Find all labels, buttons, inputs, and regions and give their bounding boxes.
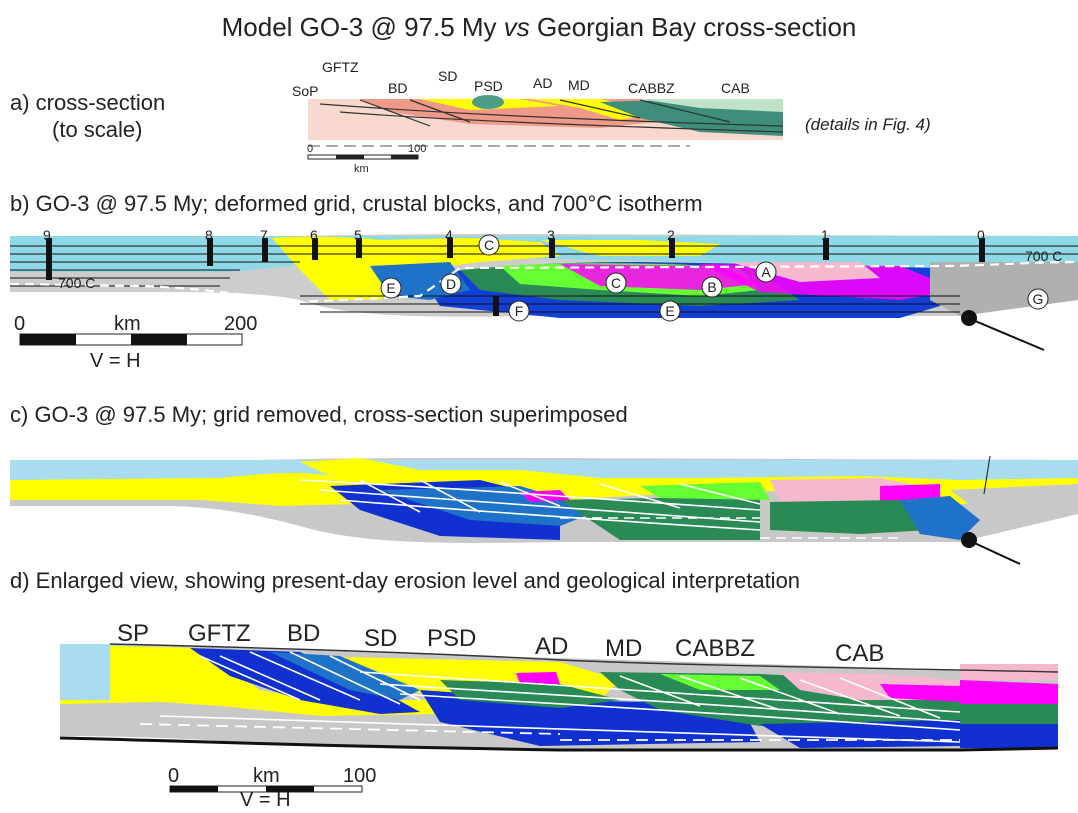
panel-a-scale-unit: km: [354, 163, 369, 175]
zone-label-cab: CAB: [721, 80, 750, 96]
column-number-4: 4: [445, 227, 453, 243]
panel-b-scale-end: 200: [224, 313, 257, 335]
block-f: F: [515, 303, 524, 319]
panel-d-scale-ratio: V = H: [240, 789, 291, 808]
isotherm-label-right: 700 C: [1025, 248, 1062, 264]
block-d: D: [446, 276, 456, 292]
panel-d-scale-bar: 0 km 100 V = H: [168, 765, 376, 811]
column-number-9: 9: [43, 227, 51, 243]
panel-d-model: [59, 643, 1059, 752]
zone-label-d-cab: CAB: [835, 640, 884, 667]
panel-b-column-markers: [46, 238, 985, 316]
panel-d-zone-labels: SP GFTZ BD SD PSD AD MD CABBZ CAB: [117, 620, 884, 667]
zone-label-sd: SD: [438, 68, 457, 84]
zone-label-sp: SP: [117, 620, 149, 647]
panel-b-scale-unit: km: [114, 313, 141, 335]
panel-d-label: d) Enlarged view, showing present-day er…: [10, 568, 800, 593]
panel-d-scale-end: 100: [343, 765, 376, 787]
column-number-5: 5: [354, 227, 362, 243]
panel-a-scale-start: 0: [307, 143, 313, 155]
block-g: G: [1033, 291, 1044, 307]
panel-a-note: (details in Fig. 4): [805, 115, 931, 134]
panel-b-scale-ratio: V = H: [90, 350, 141, 372]
zone-label-psd: PSD: [474, 78, 503, 94]
panel-b-model: [9, 234, 1078, 351]
zone-label-d-sd: SD: [364, 625, 397, 652]
column-number-6: 6: [310, 227, 318, 243]
block-e-left: E: [386, 280, 395, 296]
panel-b-block-markers: A B C C D E E F G: [380, 234, 1049, 322]
block-c-lower: C: [611, 275, 621, 291]
block-c-upper: C: [484, 237, 494, 253]
panel-a-scale-bar: 0 km 100: [307, 143, 426, 175]
column-number-0: 0: [977, 227, 985, 243]
column-number-8: 8: [205, 227, 213, 243]
zone-label-d-gftz: GFTZ: [188, 620, 251, 647]
figure-title: Model GO-3 @ 97.5 My vs Georgian Bay cro…: [222, 12, 857, 42]
panel-b-scale-start: 0: [14, 313, 25, 335]
panel-b-label: b) GO-3 @ 97.5 My; deformed grid, crusta…: [10, 191, 703, 216]
zone-label-md: MD: [568, 77, 590, 93]
panel-c-label: c) GO-3 @ 97.5 My; grid removed, cross-s…: [10, 402, 628, 427]
zone-label-ad: AD: [533, 75, 552, 91]
panel-c-model: [10, 455, 1078, 565]
zone-label-d-cabbz: CABBZ: [675, 635, 755, 662]
column-number-2: 2: [667, 227, 675, 243]
zone-label-d-ad: AD: [535, 633, 568, 660]
block-a: A: [761, 264, 771, 280]
panel-d-scale-unit: km: [253, 765, 280, 787]
panel-a-section: [308, 95, 784, 147]
zone-label-cabbz: CABBZ: [628, 80, 675, 96]
block-e-right: E: [665, 303, 674, 319]
panel-b-column-numbers: 9 8 7 6 5 4 3 2 1 0: [43, 227, 985, 243]
block-b: B: [707, 279, 716, 295]
zone-label-sop: SoP: [292, 83, 318, 99]
panel-d-scale-start: 0: [168, 765, 179, 787]
panel-b-scale-bar: 0 km 200 V = H: [14, 313, 257, 372]
column-number-1: 1: [821, 227, 829, 243]
zone-label-bd: BD: [388, 80, 407, 96]
column-number-7: 7: [260, 227, 268, 243]
panel-a-zone-labels: SoP GFTZ BD SD PSD AD MD CABBZ CAB: [292, 59, 750, 99]
zone-label-d-bd: BD: [287, 620, 320, 647]
column-number-3: 3: [547, 227, 555, 243]
panel-a-label: a) cross-section: [10, 90, 165, 115]
zone-label-d-psd: PSD: [427, 625, 476, 652]
zone-label-d-md: MD: [605, 635, 642, 662]
zone-label-gftz: GFTZ: [322, 59, 359, 75]
isotherm-label-left: 700 C: [58, 275, 95, 291]
panel-a-scale-end: 100: [408, 143, 426, 155]
panel-a-sublabel: (to scale): [52, 117, 142, 142]
